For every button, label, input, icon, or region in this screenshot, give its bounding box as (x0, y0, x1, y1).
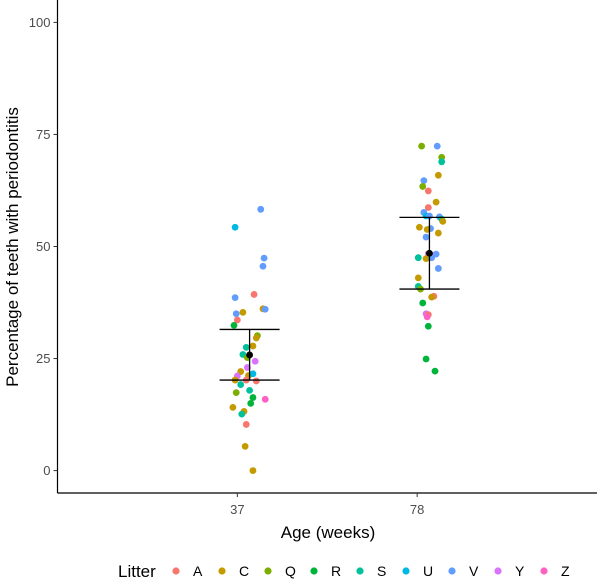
data-point (259, 262, 267, 270)
data-point (231, 294, 239, 301)
y-tick-label: 100 (29, 15, 51, 30)
y-tick-label: 25 (36, 351, 50, 366)
data-point (249, 342, 257, 350)
data-point (239, 308, 247, 316)
legend-label: U (423, 563, 433, 579)
data-point (422, 233, 430, 241)
legend-key (310, 567, 318, 575)
data-point (242, 421, 250, 428)
data-point (249, 467, 257, 474)
data-point (414, 254, 422, 262)
data-point (438, 158, 446, 166)
data-point (252, 334, 260, 342)
data-point (433, 142, 441, 150)
data-point (415, 223, 423, 231)
legend-label: A (193, 563, 203, 579)
legend: Litter A C Q R S U V Y Z (118, 562, 570, 580)
data-point (249, 394, 257, 401)
legend-key (402, 567, 410, 575)
y-tick-label: 50 (36, 239, 50, 254)
legend-key (264, 567, 272, 575)
data-point (230, 321, 238, 329)
y-ticks: 0 25 50 75 100 (29, 15, 58, 478)
data-point (431, 367, 439, 375)
data-point (247, 399, 255, 407)
data-point (434, 265, 442, 272)
data-point (434, 171, 442, 179)
points-layer (229, 142, 447, 474)
data-point (229, 403, 237, 411)
data-point (250, 291, 258, 298)
legend-label: R (331, 563, 341, 579)
data-point (232, 389, 240, 397)
legend-key (540, 567, 548, 575)
legend-key (494, 567, 502, 575)
y-tick-label: 75 (36, 127, 50, 142)
data-point (419, 299, 427, 307)
legend-label: Z (561, 563, 570, 579)
data-point (261, 305, 269, 313)
data-point (231, 223, 239, 231)
data-point (422, 255, 430, 263)
data-point (241, 442, 249, 450)
y-axis-title: Percentage of teeth with periodontitis (3, 107, 22, 387)
data-point (257, 205, 265, 213)
data-point (439, 218, 447, 225)
data-point (424, 322, 432, 330)
data-point (419, 183, 427, 190)
legend-key (218, 567, 226, 575)
data-point (420, 177, 428, 185)
data-point (434, 229, 442, 237)
legend-title: Litter (118, 562, 156, 580)
x-tick-label: 78 (410, 502, 424, 517)
legend-label: Q (285, 563, 296, 579)
y-tick-label: 0 (43, 463, 50, 478)
x-axis-title: Age (weeks) (281, 523, 375, 542)
legend-key (356, 567, 364, 575)
data-point (422, 355, 430, 363)
data-point (424, 187, 432, 195)
legend-label: S (377, 563, 386, 579)
legend-label: C (239, 563, 249, 579)
data-point (233, 316, 241, 324)
mean-point (246, 351, 253, 359)
data-point (428, 293, 436, 301)
data-point (418, 142, 426, 150)
data-point (432, 198, 440, 206)
data-point (252, 377, 260, 385)
mean-point (426, 249, 433, 257)
legend-key (172, 567, 180, 575)
x-ticks: 37 78 (230, 493, 424, 517)
legend-label: Y (515, 563, 525, 579)
legend-label: V (469, 563, 479, 579)
data-point (424, 204, 432, 211)
data-point (261, 395, 269, 403)
data-point (242, 343, 250, 351)
data-point (232, 310, 240, 318)
data-point (237, 381, 245, 388)
x-tick-label: 37 (230, 502, 244, 517)
summary-layer (219, 216, 460, 381)
data-point (251, 357, 259, 365)
data-point (249, 370, 257, 378)
legend-key (448, 567, 456, 575)
data-point (238, 410, 246, 418)
data-point (414, 274, 422, 282)
data-point (260, 254, 268, 262)
data-point (246, 386, 253, 394)
data-point (423, 313, 431, 321)
